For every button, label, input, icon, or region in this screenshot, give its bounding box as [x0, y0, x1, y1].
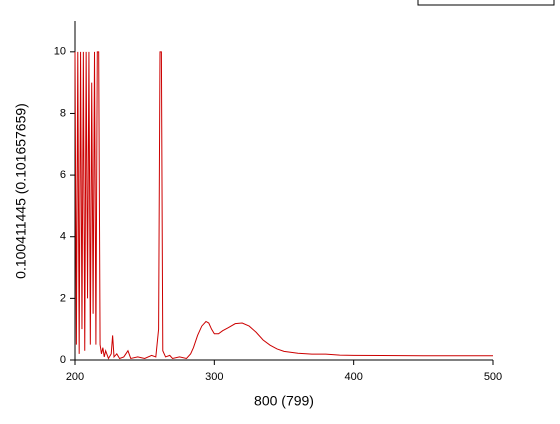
y-tick-label: 0 [60, 354, 66, 366]
y-tick-label: 10 [54, 46, 66, 58]
x-tick-label: 400 [344, 371, 362, 383]
y-axis-title: 0.100411445 (0.101657659) [13, 103, 29, 279]
x-axis-title: 800 (799) [254, 393, 314, 409]
y-tick-label: 8 [60, 107, 66, 119]
data-line [74, 51, 493, 360]
x-tick-label: 200 [66, 371, 84, 383]
x-tick-label: 300 [205, 371, 223, 383]
y-tick-label: 4 [60, 231, 66, 243]
x-tick-label: 500 [484, 371, 502, 383]
y-tick-label: 6 [60, 169, 66, 181]
legend-box [417, 0, 555, 6]
legend-label: 0.101657659 [460, 0, 524, 3]
y-tick-label: 2 [60, 292, 66, 304]
